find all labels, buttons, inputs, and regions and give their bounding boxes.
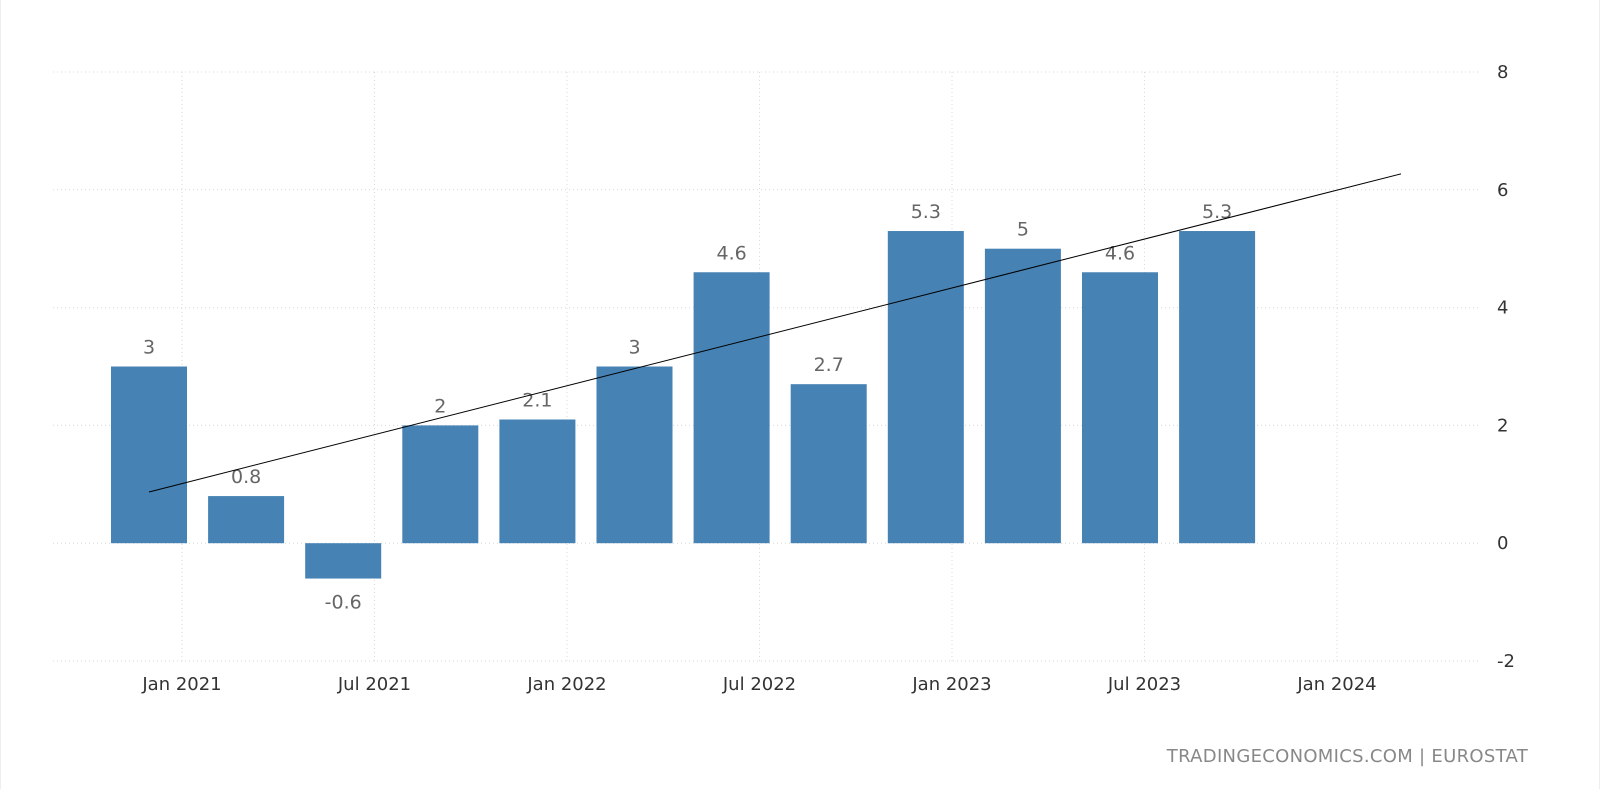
bar-value-label: 2 — [434, 395, 446, 417]
y-tick-label: 0 — [1497, 533, 1508, 554]
y-tick-label: -2 — [1497, 651, 1515, 672]
y-tick-label: 6 — [1497, 180, 1508, 201]
bar-value-label: 5.3 — [911, 201, 941, 223]
bar — [596, 366, 673, 544]
bar-value-label: -0.6 — [325, 592, 362, 614]
bar — [790, 384, 867, 544]
y-tick-label: 4 — [1497, 298, 1508, 319]
bar — [984, 248, 1061, 544]
bar — [693, 272, 770, 544]
bar — [111, 366, 187, 544]
x-tick-label: Jul 2021 — [337, 674, 411, 695]
bar-value-label: 4.6 — [1105, 242, 1135, 264]
y-tick-label: 2 — [1497, 415, 1508, 436]
x-tick-label: Jan 2021 — [141, 674, 221, 695]
bar — [402, 425, 479, 544]
bar — [1179, 231, 1256, 544]
bar — [305, 543, 382, 579]
bar — [499, 419, 576, 544]
bar-value-label: 3 — [628, 337, 640, 359]
y-tick-label: 8 — [1497, 62, 1508, 83]
bar-value-label: 2.7 — [814, 354, 844, 376]
source-credit: TRADINGECONOMICS.COM | EUROSTAT — [1166, 746, 1528, 767]
y-axis: -2 0 2 4 6 8 — [1497, 62, 1515, 672]
bar — [208, 496, 285, 544]
x-tick-label: Jan 2022 — [526, 674, 606, 695]
x-tick-label: Jul 2023 — [1107, 674, 1181, 695]
trendline — [148, 173, 1402, 493]
bar-value-label: 5.3 — [1202, 201, 1232, 223]
bar — [1082, 272, 1158, 544]
bars-layer — [111, 231, 1256, 579]
bar — [887, 231, 964, 544]
bar-value-label: 3 — [143, 337, 155, 359]
x-tick-label: Jan 2024 — [1296, 674, 1376, 695]
bar-value-label: 4.6 — [716, 242, 746, 264]
x-tick-label: Jan 2023 — [911, 674, 991, 695]
bar-value-label: 0.8 — [231, 466, 261, 488]
bar-value-label: 5 — [1017, 219, 1029, 241]
trendline-layer — [148, 173, 1402, 493]
x-axis: Jan 2021 Jul 2021 Jan 2022 Jul 2022 Jan 2023… — [141, 674, 1376, 695]
x-tick-label: Jul 2022 — [722, 674, 796, 695]
